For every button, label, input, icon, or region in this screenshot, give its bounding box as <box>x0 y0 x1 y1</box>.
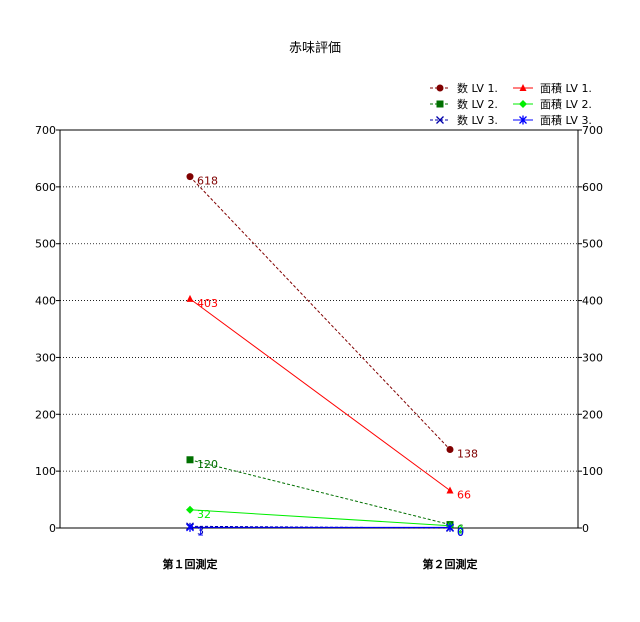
series-point <box>446 522 454 532</box>
y-tick-label-left: 0 <box>49 522 56 535</box>
y-tick-label-left: 300 <box>35 351 56 364</box>
legend-item: 面積 LV 1. <box>513 81 592 95</box>
series-layer <box>186 173 454 532</box>
y-tick-label-left: 700 <box>35 124 56 137</box>
data-label: 1 <box>197 525 204 538</box>
y-tick-label-right: 200 <box>582 408 603 421</box>
series-point <box>186 505 194 514</box>
series-group <box>186 522 454 532</box>
series-point <box>446 446 454 454</box>
legend-marker <box>519 84 527 91</box>
y-tick-label-left: 400 <box>35 295 56 308</box>
plot-frame <box>59 129 579 529</box>
y-tick-label-left: 200 <box>35 408 56 421</box>
data-label: 120 <box>197 458 218 471</box>
series-line <box>189 176 451 450</box>
y-tick-label-right: 0 <box>582 522 589 535</box>
data-label: 0 <box>457 525 464 538</box>
y-tick-label-right: 600 <box>582 181 603 194</box>
series-line <box>189 459 451 526</box>
legend-label: 面積 LV 3. <box>540 113 592 127</box>
legend-label: 面積 LV 2. <box>540 97 592 111</box>
series-line <box>189 298 451 491</box>
legend-item: 数 LV 1. <box>430 82 498 95</box>
y-tick-label-right: 700 <box>582 124 603 137</box>
data-label: 6 <box>457 523 464 536</box>
legend-item: 数 LV 3. <box>430 114 498 127</box>
y-tick-label-right: 100 <box>582 465 603 478</box>
series-group <box>186 173 454 454</box>
data-label: 32 <box>197 508 211 521</box>
legend-item: 面積 LV 2. <box>513 97 592 111</box>
y-tick-label-left: 600 <box>35 181 56 194</box>
legend-label: 数 LV 1. <box>457 82 498 95</box>
series-line <box>189 509 451 527</box>
series-point <box>446 486 454 494</box>
series-point <box>186 456 194 464</box>
series-point <box>186 522 194 532</box>
series-point <box>186 173 194 181</box>
axis-layer: 0 0 100 100 200 200 300 300 400 400 500 500 600 600 70… <box>35 124 603 571</box>
data-label: 2 <box>457 524 464 537</box>
legend-marker <box>519 115 527 125</box>
legend: 数 LV 1. 数 LV 2. 数 LV 3. 面積 LV 1. 面積 LV 2. 面積 … <box>430 81 592 127</box>
legend-marker <box>436 84 444 92</box>
data-label: 403 <box>197 297 218 310</box>
series-point <box>186 294 194 302</box>
legend-item: 数 LV 2. <box>430 98 498 111</box>
x-tick-label: 第１回測定 <box>163 557 218 571</box>
x-tick-label: 第２回測定 <box>423 557 478 571</box>
series-group <box>186 294 454 494</box>
data-label: 138 <box>457 448 478 461</box>
data-label: 3 <box>197 524 204 537</box>
y-tick-label-right: 300 <box>582 351 603 364</box>
y-tick-label-left: 500 <box>35 238 56 251</box>
grid-layer <box>60 186 578 472</box>
y-tick-label-left: 100 <box>35 465 56 478</box>
data-label: 0 <box>457 526 464 539</box>
data-label: 66 <box>457 488 471 501</box>
legend-marker <box>519 100 527 108</box>
legend-marker <box>436 100 444 108</box>
legend-item: 面積 LV 3. <box>513 113 592 127</box>
legend-label: 数 LV 2. <box>457 98 498 111</box>
legend-label: 数 LV 3. <box>457 114 498 127</box>
y-tick-label-right: 400 <box>582 295 603 308</box>
data-label: 618 <box>197 175 218 188</box>
legend-marker <box>436 116 444 124</box>
legend-label: 面積 LV 1. <box>540 81 592 95</box>
chart-title: 赤味評価 <box>289 41 341 56</box>
y-tick-label-right: 500 <box>582 238 603 251</box>
